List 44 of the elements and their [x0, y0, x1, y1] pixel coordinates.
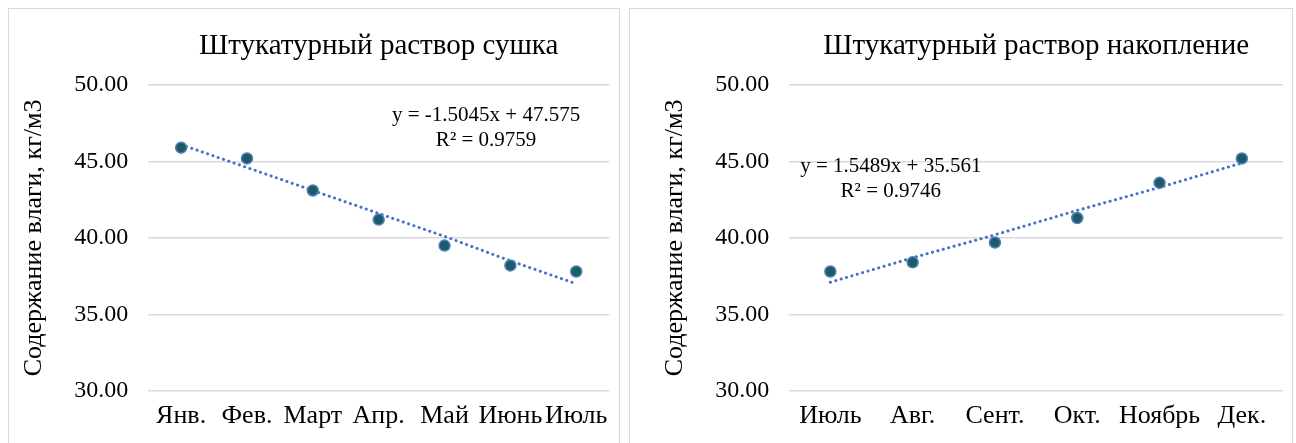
x-tick-label: Июль — [799, 400, 862, 430]
point — [1153, 176, 1166, 190]
x-tick-label: Дек. — [1217, 400, 1267, 430]
annotation: R² = 0.9746 — [840, 177, 941, 202]
x-tick-label: Янв. — [156, 400, 207, 430]
point — [569, 265, 583, 278]
y-tick-label: 50.00 — [74, 70, 129, 97]
y-tick-label: 40.00 — [715, 223, 770, 250]
x-tick-label: Ноябрь — [1118, 400, 1201, 430]
point — [504, 259, 517, 272]
point — [1235, 152, 1249, 165]
point — [1071, 211, 1084, 225]
y-tick-label: 30.00 — [715, 376, 770, 403]
x-tick-label: Апр. — [352, 400, 405, 430]
annotation: y = -1.5045x + 47.575 — [391, 101, 581, 126]
y-tick-label: 30.00 — [74, 376, 129, 403]
y-tick-label: 35.00 — [715, 299, 770, 326]
point — [240, 152, 254, 165]
annotation: R² = 0.9759 — [435, 126, 537, 151]
chart-title: Штукатурный раствор сушка — [198, 27, 559, 60]
point — [988, 236, 1002, 249]
point — [174, 141, 188, 154]
point — [438, 239, 451, 252]
annotation: y = 1.5489x + 35.561 — [800, 152, 982, 177]
x-tick-label: Авг. — [890, 400, 936, 430]
y-axis-title: Содержание влаги, кг/м3 — [18, 99, 48, 377]
x-tick-label: Март — [283, 400, 343, 430]
x-tick-label: Июнь — [478, 400, 543, 430]
y-tick-label: 45.00 — [715, 146, 770, 173]
point — [824, 265, 837, 278]
x-tick-label: Июль — [545, 400, 608, 430]
x-tick-label: Май — [420, 400, 469, 430]
y-tick-label: 50.00 — [715, 70, 770, 97]
point — [906, 256, 919, 269]
y-axis-title: Содержание влаги, кг/м3 — [659, 99, 689, 377]
point — [372, 213, 385, 226]
chart-title: Штукатурный раствор накопление — [823, 27, 1250, 60]
x-tick-label: Фев. — [221, 400, 273, 430]
y-tick-label: 45.00 — [74, 146, 129, 173]
x-tick-label: Окт. — [1053, 400, 1101, 430]
y-tick-label: 35.00 — [74, 299, 129, 326]
point — [306, 184, 320, 197]
x-tick-label: Сент. — [965, 400, 1025, 430]
y-tick-label: 40.00 — [74, 223, 129, 250]
